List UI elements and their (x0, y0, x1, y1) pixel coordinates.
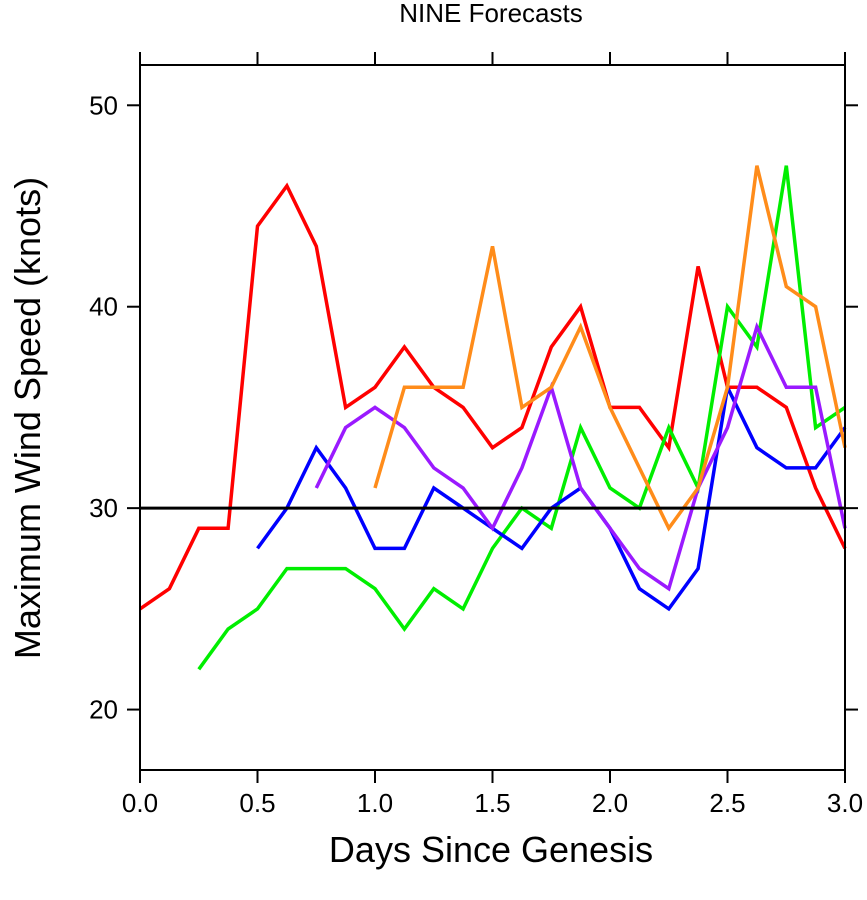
x-tick-label: 0.0 (122, 788, 158, 818)
x-tick-label: 2.0 (592, 788, 628, 818)
y-tick-label: 30 (89, 493, 118, 523)
x-tick-label: 0.5 (239, 788, 275, 818)
series-layer (139, 165, 847, 671)
series-line-5 (373, 165, 847, 532)
plot-frame (139, 64, 846, 771)
x-tick-label: 3.0 (827, 788, 863, 818)
series-line-4 (314, 322, 847, 592)
tick-layer: 0.0 0.5 1.0 1.5 2.0 2.5 3.0 20 30 40 50 (89, 52, 863, 818)
y-tick-label: 40 (89, 292, 118, 322)
x-tick-label: 1.0 (357, 788, 393, 818)
x-axis-label: Days Since Genesis (329, 829, 653, 870)
y-axis-label: Maximum Wind Speed (knots) (7, 177, 48, 659)
y-tick-label: 20 (89, 695, 118, 725)
series-line-3 (256, 381, 847, 612)
x-tick-label: 1.5 (474, 788, 510, 818)
x-tick-label: 2.5 (709, 788, 745, 818)
y-tick-label: 50 (89, 90, 118, 120)
chart-title: NINE Forecasts (399, 0, 583, 28)
